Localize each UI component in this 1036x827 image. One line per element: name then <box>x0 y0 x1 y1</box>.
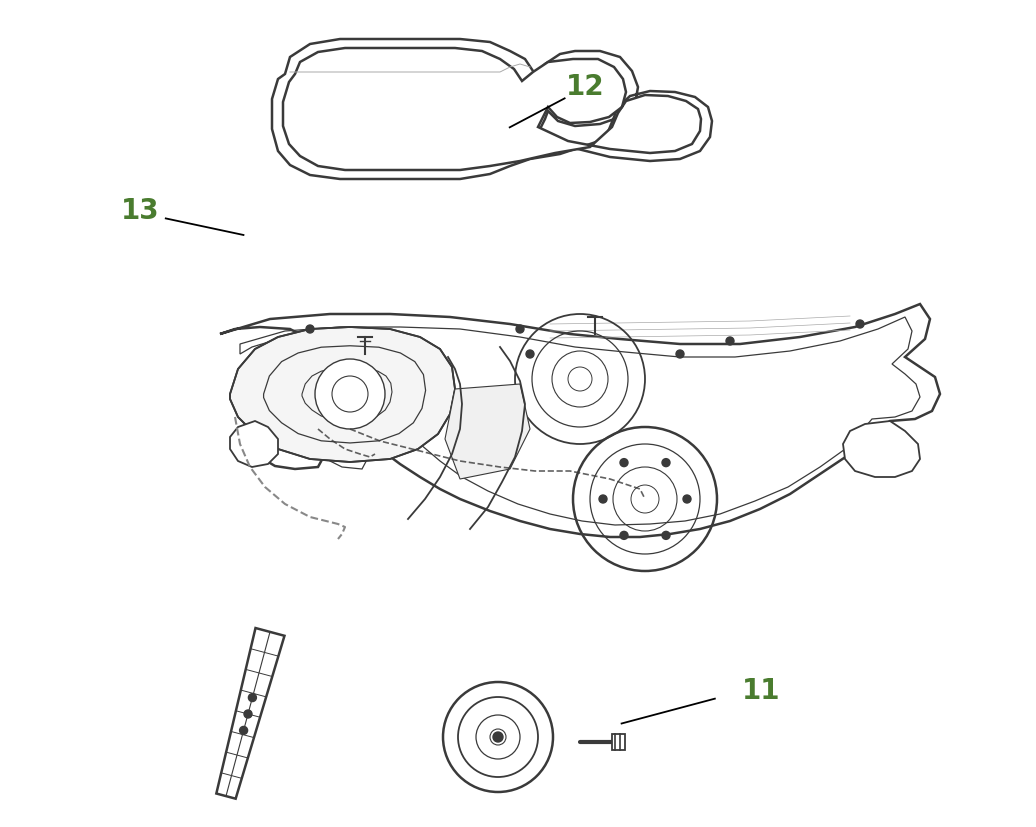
Circle shape <box>620 459 628 467</box>
Circle shape <box>493 732 503 742</box>
Polygon shape <box>445 385 530 480</box>
Polygon shape <box>272 40 712 179</box>
Polygon shape <box>230 327 455 462</box>
Polygon shape <box>217 629 285 799</box>
Circle shape <box>662 532 670 540</box>
Text: 11: 11 <box>742 676 781 705</box>
Circle shape <box>726 337 733 346</box>
Circle shape <box>683 495 691 504</box>
Circle shape <box>620 532 628 540</box>
Circle shape <box>306 326 314 333</box>
Circle shape <box>249 694 256 702</box>
Circle shape <box>315 360 385 429</box>
Circle shape <box>856 321 864 328</box>
Polygon shape <box>612 734 625 750</box>
Circle shape <box>677 351 684 359</box>
Circle shape <box>244 710 252 718</box>
Circle shape <box>526 351 534 359</box>
Circle shape <box>662 459 670 467</box>
Text: 12: 12 <box>566 73 605 101</box>
Circle shape <box>516 326 524 333</box>
Circle shape <box>599 495 607 504</box>
Polygon shape <box>230 422 278 467</box>
Polygon shape <box>220 304 940 538</box>
Text: 13: 13 <box>120 197 160 225</box>
Circle shape <box>239 727 248 734</box>
Polygon shape <box>843 422 920 477</box>
Polygon shape <box>283 49 701 171</box>
